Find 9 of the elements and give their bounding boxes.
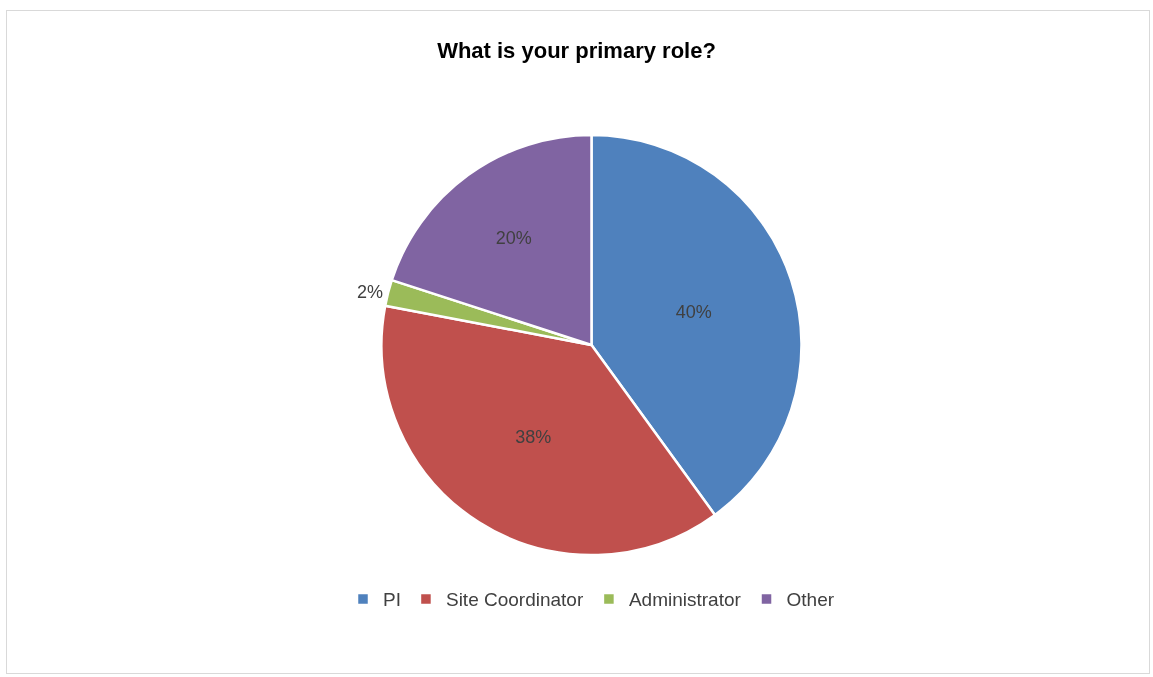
data-label: 20% [495,228,532,248]
data-label: 2% [357,282,384,303]
chart-title: What is your primary role? [437,38,716,64]
legend-label: PI [383,589,401,611]
legend-label: Other [786,589,835,611]
legend-label: Site Coordinator [445,589,584,611]
legend-label: Administrator [628,589,742,611]
data-label: 38% [515,426,552,447]
data-label: 40% [675,301,712,322]
